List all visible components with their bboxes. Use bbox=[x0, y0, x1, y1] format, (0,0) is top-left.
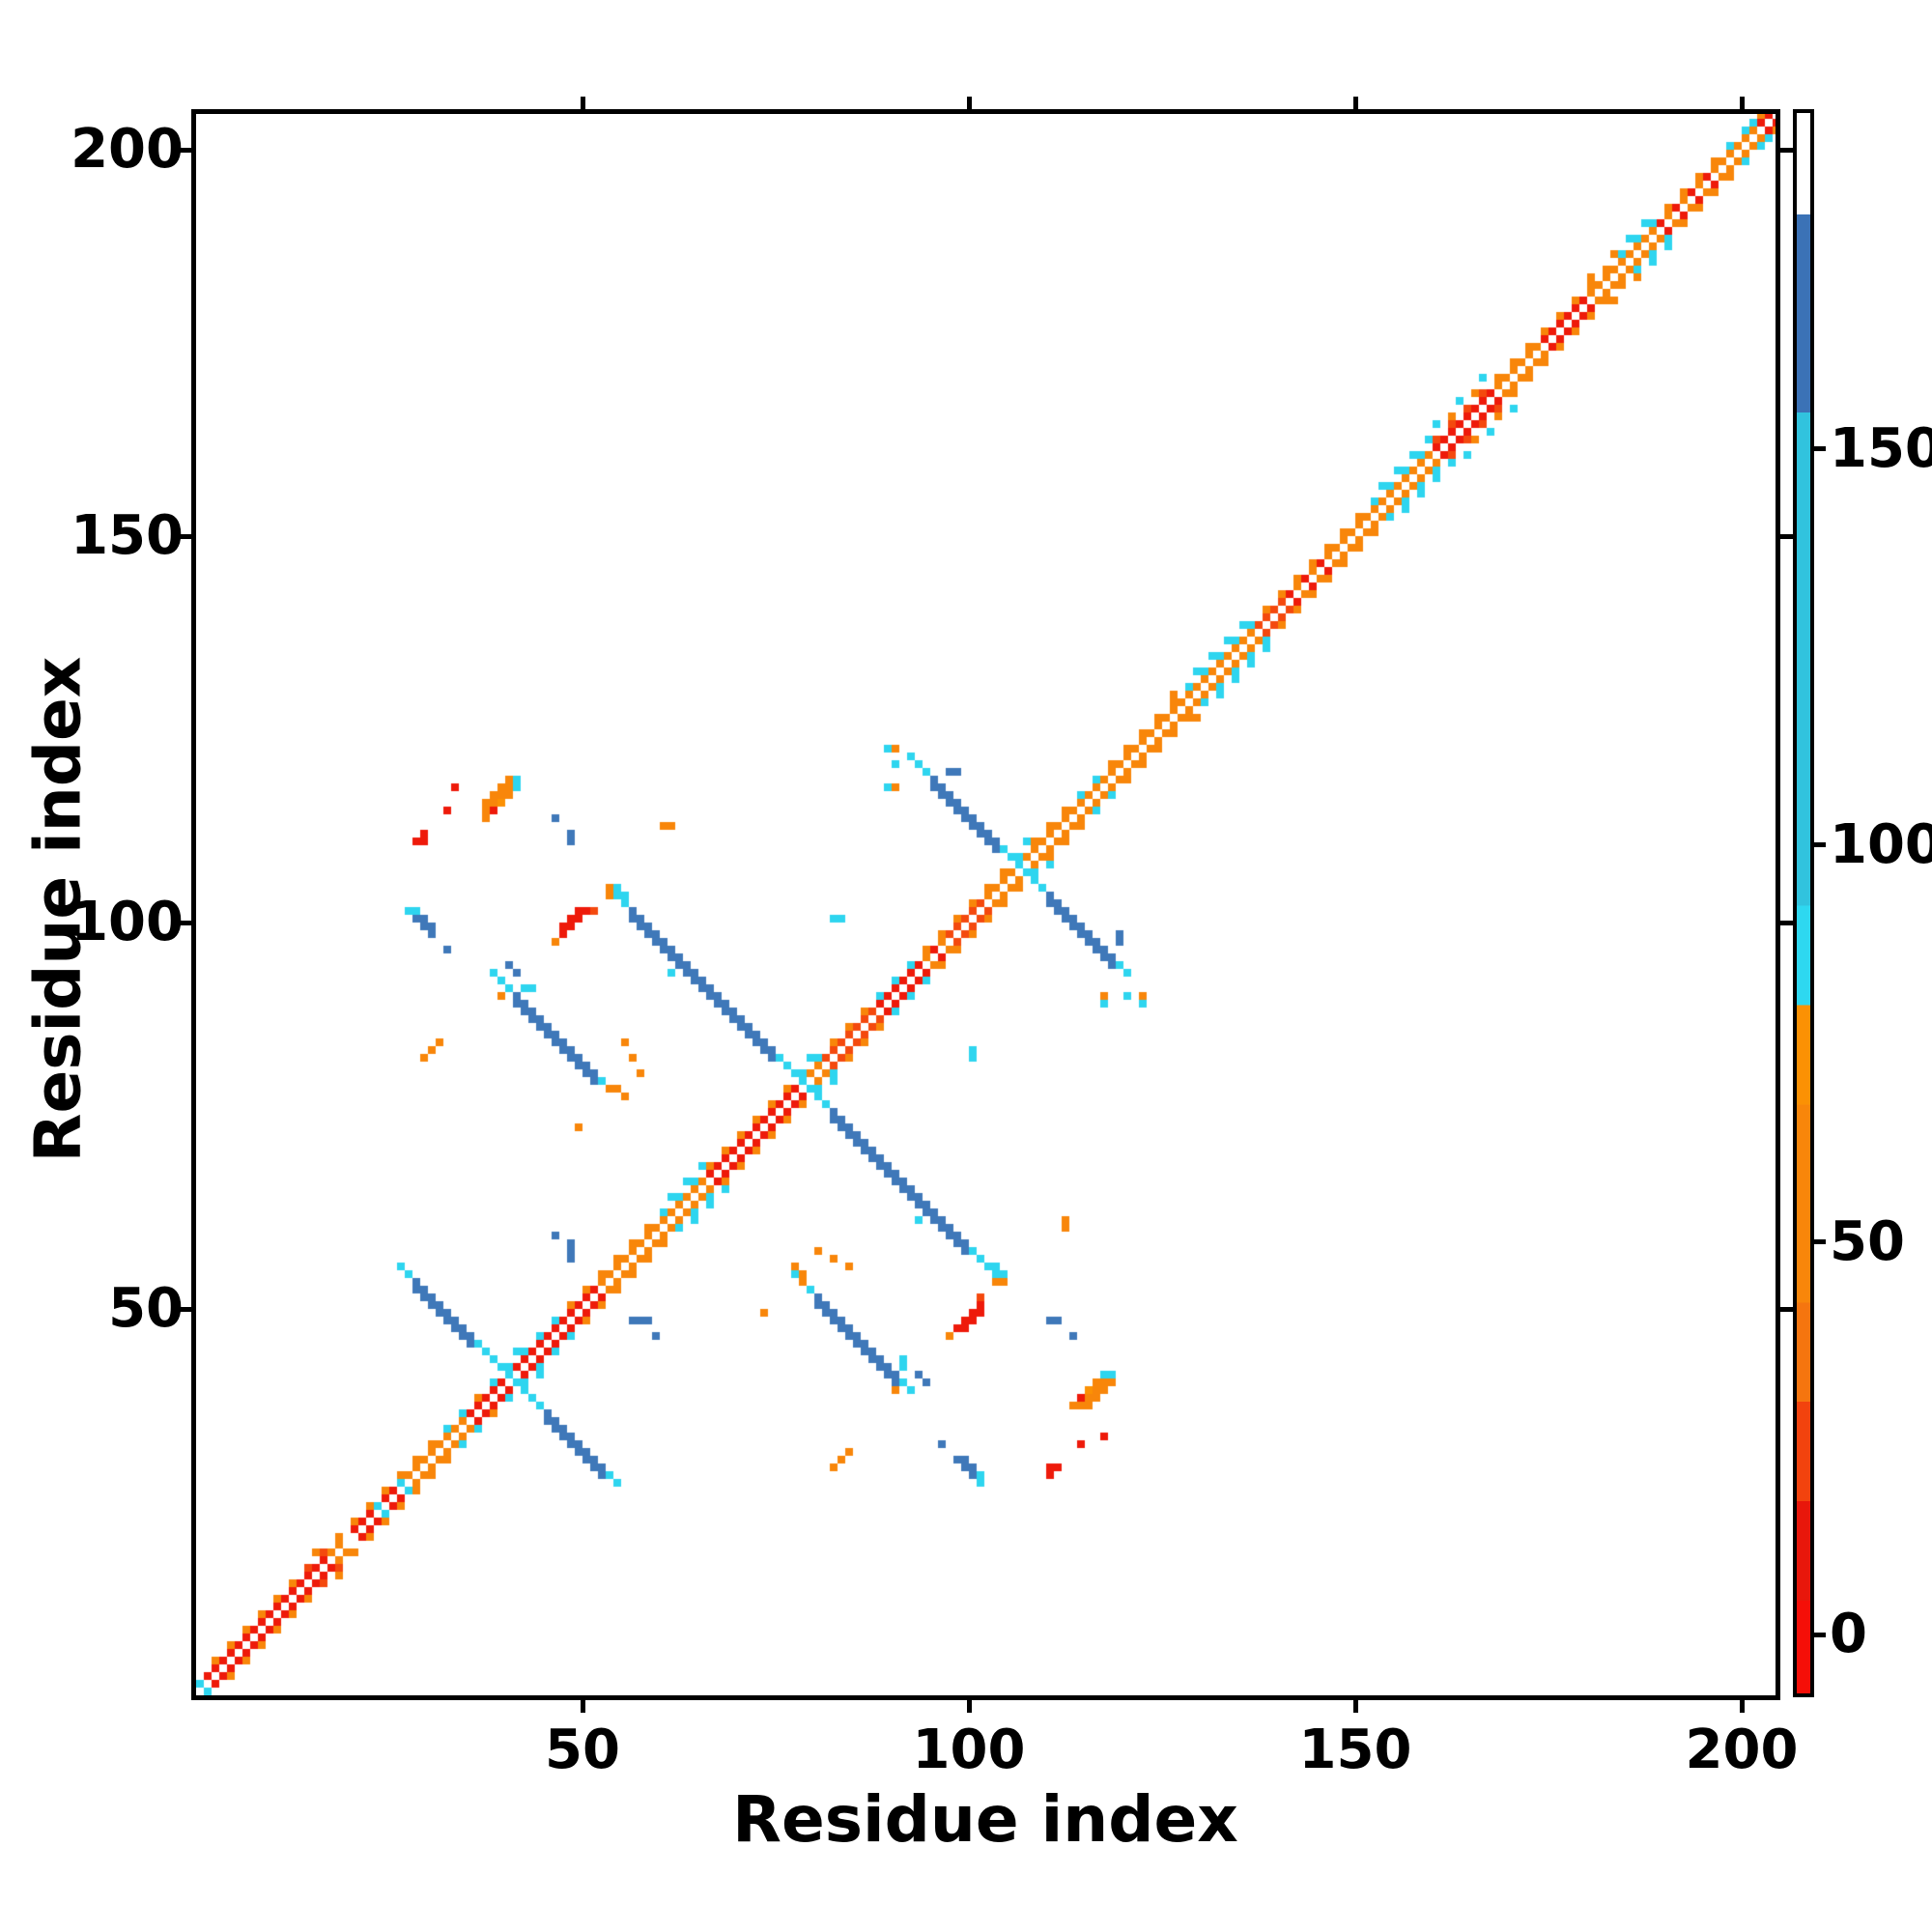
x-tick-label: 50 bbox=[545, 1719, 620, 1781]
tick-mark bbox=[179, 920, 191, 925]
tick-mark bbox=[1739, 1700, 1745, 1713]
tick-mark bbox=[580, 97, 585, 109]
colorbar-gradient bbox=[1797, 113, 1810, 1693]
tick-mark bbox=[1352, 1700, 1358, 1713]
colorbar-tick-label: 100 bbox=[1830, 812, 1932, 876]
y-tick-label: 50 bbox=[108, 1277, 184, 1340]
colorbar-tick-mark bbox=[1814, 842, 1826, 848]
x-axis-title: Residue index bbox=[732, 1782, 1238, 1857]
x-tick-label: 200 bbox=[1685, 1719, 1799, 1781]
y-axis-title: Residue index bbox=[20, 656, 96, 1163]
tick-mark bbox=[179, 1306, 191, 1312]
tick-mark bbox=[580, 1700, 585, 1713]
tick-mark bbox=[1780, 147, 1793, 153]
y-tick-label: 200 bbox=[71, 118, 184, 181]
x-tick-label: 150 bbox=[1298, 1719, 1412, 1781]
heatmap-canvas bbox=[196, 114, 1776, 1695]
tick-mark bbox=[1739, 97, 1745, 109]
x-tick-label: 100 bbox=[912, 1719, 1026, 1781]
y-tick-label: 100 bbox=[71, 891, 184, 953]
tick-mark bbox=[1780, 920, 1793, 925]
tick-mark bbox=[1780, 1306, 1793, 1312]
colorbar-tick-label: 50 bbox=[1830, 1209, 1905, 1273]
colorbar-tick-label: 0 bbox=[1830, 1603, 1867, 1666]
y-tick-label: 150 bbox=[71, 504, 184, 567]
tick-mark bbox=[179, 147, 191, 153]
colorbar-tick-mark bbox=[1814, 1239, 1826, 1245]
colorbar-tick-label: 150 bbox=[1830, 416, 1932, 480]
tick-mark bbox=[966, 1700, 972, 1713]
colorbar-tick-mark bbox=[1814, 1632, 1826, 1637]
colorbar-tick-mark bbox=[1814, 446, 1826, 452]
tick-mark bbox=[1780, 533, 1793, 539]
tick-mark bbox=[966, 97, 972, 109]
tick-mark bbox=[179, 533, 191, 539]
tick-mark bbox=[1352, 97, 1358, 109]
